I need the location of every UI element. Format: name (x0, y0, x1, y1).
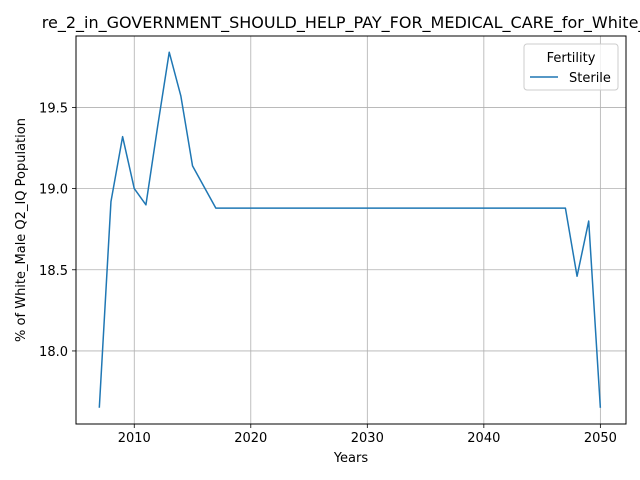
x-tick-label: 2020 (234, 431, 267, 446)
x-tick-label: 2040 (467, 431, 500, 446)
x-tick-label: 2010 (118, 431, 151, 446)
y-tick-label: 18.0 (39, 345, 68, 360)
y-tick-label: 19.5 (39, 101, 68, 116)
x-axis-title: Years (333, 451, 369, 466)
legend: Fertility Sterile (524, 44, 618, 90)
legend-title: Fertility (547, 51, 596, 66)
y-tick-label: 18.5 (39, 264, 68, 279)
x-tick-label: 2050 (584, 431, 617, 446)
x-tick-label: 2030 (351, 431, 384, 446)
y-axis-title: % of White_Male Q2_IQ Population (14, 118, 29, 342)
chart-title: re_2_in_GOVERNMENT_SHOULD_HELP_PAY_FOR_M… (42, 13, 640, 33)
y-tick-label: 19.0 (39, 183, 68, 198)
legend-label: Sterile (569, 71, 611, 86)
